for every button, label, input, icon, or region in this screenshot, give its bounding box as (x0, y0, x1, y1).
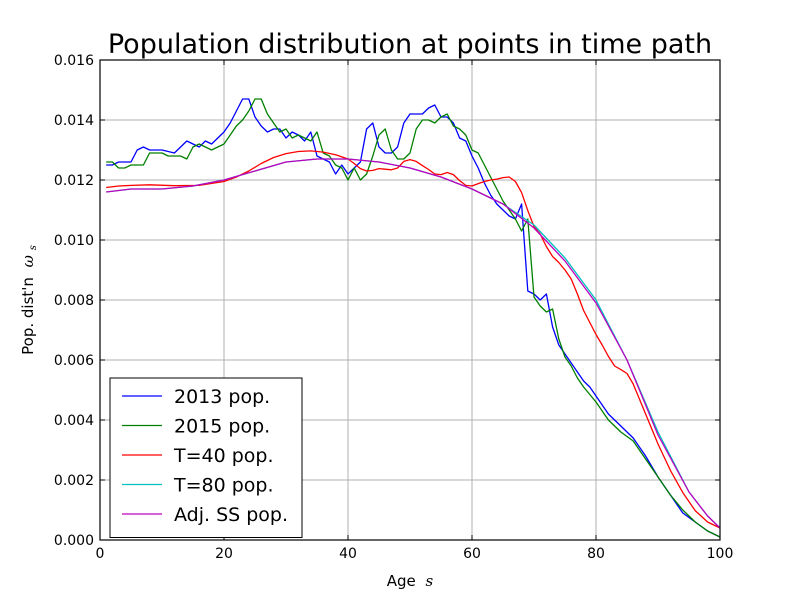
legend-label: 2015 pop. (174, 416, 270, 438)
x-tick-label: 0 (96, 546, 105, 562)
y-tick-label: 0.002 (54, 473, 94, 489)
x-tick-label: 80 (587, 546, 605, 562)
x-axis-label-text: Age (387, 572, 416, 590)
legend-label: T=40 pop. (173, 445, 274, 467)
series-group (106, 98, 721, 538)
x-axis-label-var: s (426, 572, 434, 590)
legend-label: 2013 pop. (174, 386, 270, 408)
series-line-1 (106, 98, 721, 538)
legend-label: T=80 pop. (173, 475, 274, 497)
series-line-2 (106, 98, 721, 538)
y-tick-label: 0.016 (54, 53, 94, 69)
x-axis-label: Age s (387, 572, 434, 590)
axis-ticks: 0 20 40 60 80 100 0.000 0.002 0.004 0.006 0.008 0.0… (54, 53, 733, 562)
y-tick-label: 0.012 (54, 173, 94, 189)
y-tick-label: 0.014 (54, 113, 94, 129)
series-line-3 (106, 150, 721, 529)
y-tick-label: 0.008 (54, 293, 94, 309)
x-tick-label: 20 (215, 546, 233, 562)
legend-label: Adj. SS pop. (174, 504, 288, 526)
y-tick-label: 0.004 (54, 413, 94, 429)
legend: 2013 pop. 2015 pop. T=40 pop. T=80 pop. Adj.… (109, 377, 303, 538)
y-tick-label: 0.010 (54, 233, 94, 249)
chart-title: Population distribution at points in tim… (108, 29, 712, 60)
x-tick-label: 60 (463, 546, 481, 562)
y-axis-label-var: ω (19, 255, 37, 267)
x-tick-label: 100 (707, 546, 734, 562)
y-tick-label: 0.000 (54, 533, 94, 549)
y-axis-label-text: Pop. dist'n (19, 277, 37, 355)
x-tick-label: 40 (339, 546, 357, 562)
y-axis-label-sub: s (28, 245, 39, 250)
y-axis-label: Pop. dist'n ω s (19, 245, 39, 355)
series-line-5 (106, 158, 721, 529)
y-tick-label: 0.006 (54, 353, 94, 369)
legend-box (109, 377, 303, 538)
